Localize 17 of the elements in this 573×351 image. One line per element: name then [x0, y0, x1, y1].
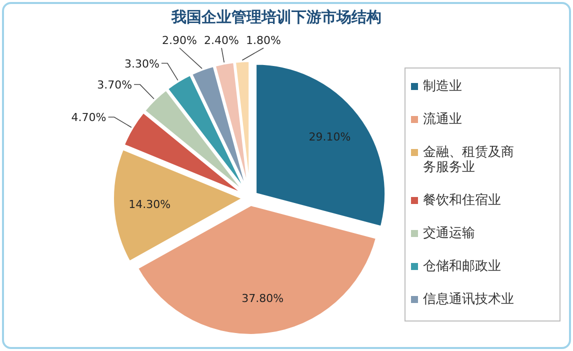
- data-label: 14.30%: [128, 198, 171, 211]
- data-label: 37.80%: [242, 292, 284, 305]
- legend-label: 信息通讯技术业: [423, 292, 514, 307]
- legend-label: 制造业: [423, 79, 462, 94]
- legend-label: 流通业: [423, 111, 462, 127]
- data-label: 1.80%: [246, 34, 281, 47]
- legend-label: 仓储和邮政业: [423, 259, 501, 274]
- data-label: 3.30%: [124, 57, 160, 70]
- legend-label: 餐饮和住宿业: [423, 192, 501, 208]
- chart-title: 我国企业管理培训下游市场结构: [170, 8, 382, 26]
- data-label: 2.90%: [162, 34, 197, 47]
- data-label: 4.70%: [71, 111, 106, 124]
- legend-label: 金融、租赁及商务服务业: [423, 145, 514, 175]
- legend-label: 交通运输: [423, 225, 475, 241]
- data-label: 2.40%: [204, 34, 239, 47]
- data-label: 3.70%: [97, 78, 132, 92]
- data-label: 29.10%: [308, 130, 351, 144]
